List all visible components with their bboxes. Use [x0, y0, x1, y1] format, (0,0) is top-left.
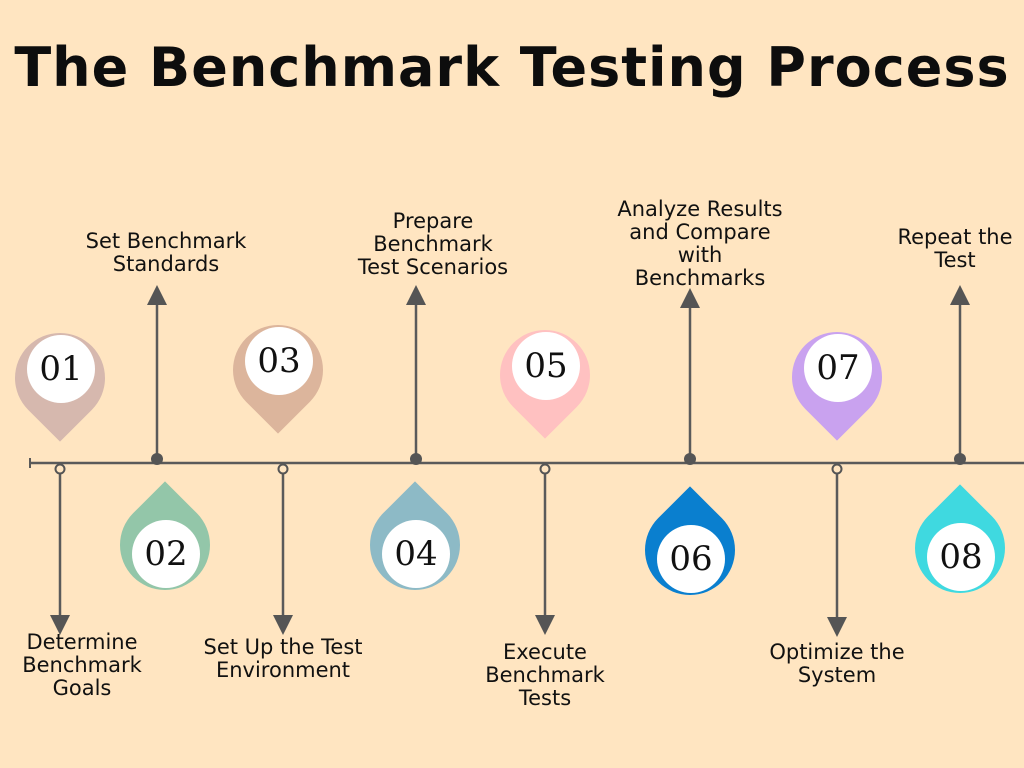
step-label: Determine Benchmark Goals — [0, 631, 202, 700]
step-number: 02 — [132, 520, 200, 588]
step-label: Prepare Benchmark Test Scenarios — [313, 210, 553, 279]
step-pin-03: 03 — [214, 306, 342, 434]
step-label: Repeat the Test — [835, 226, 1024, 272]
step-label: Optimize the System — [717, 641, 957, 687]
step-label-line: Benchmark — [485, 663, 605, 687]
step-label-line: Test Scenarios — [357, 255, 509, 279]
step-label-line: Set Up the Test — [203, 635, 363, 659]
step-label-line: Prepare — [392, 209, 474, 233]
step-number: 07 — [804, 334, 872, 402]
step-label-line: Goals — [52, 676, 112, 700]
step-pin-08: 08 — [896, 484, 1024, 612]
step-label-line: Benchmark — [373, 232, 493, 256]
step-label-line: Analyze Results — [617, 197, 783, 221]
step-label-line: Repeat the — [897, 225, 1013, 249]
step-label-line: Tests — [518, 686, 572, 710]
step-label-line: Standards — [112, 252, 220, 276]
step-label-line: with — [677, 243, 723, 267]
page-title: The Benchmark Testing Process — [14, 36, 1010, 99]
step-label-line: Benchmark — [22, 653, 142, 677]
step-number: 01 — [27, 335, 95, 403]
step-pin-01: 01 — [0, 314, 124, 442]
step-pin-04: 04 — [351, 481, 479, 609]
step-number: 08 — [927, 523, 995, 591]
solid-node-marker — [410, 453, 422, 465]
step-label: Set Up the Test Environment — [163, 636, 403, 682]
step-label: Analyze Results and Compare with Benchmarks — [580, 198, 820, 290]
step-pin-02: 02 — [101, 481, 229, 609]
solid-node-marker — [954, 453, 966, 465]
step-label-line: Execute — [503, 640, 587, 664]
step-number: 06 — [657, 525, 725, 593]
hollow-node-marker — [54, 463, 66, 475]
step-label-line: Environment — [215, 658, 351, 682]
step-label-line: Test — [934, 248, 976, 272]
hollow-node-marker — [831, 463, 843, 475]
solid-node-marker — [151, 453, 163, 465]
step-label-line: System — [797, 663, 877, 687]
step-number: 03 — [245, 327, 313, 395]
step-label-line: and Compare — [629, 220, 771, 244]
step-label-line: Optimize the — [769, 640, 905, 664]
step-pin-05: 05 — [481, 311, 609, 439]
step-label: Set Benchmark Standards — [46, 230, 286, 276]
step-number: 05 — [512, 332, 580, 400]
hollow-node-marker — [539, 463, 551, 475]
step-pin-06: 06 — [626, 486, 754, 614]
step-number: 04 — [382, 520, 450, 588]
step-pin-07: 07 — [773, 313, 901, 441]
hollow-node-marker — [277, 463, 289, 475]
step-label-line: Set Benchmark — [85, 229, 247, 253]
solid-node-marker — [684, 453, 696, 465]
step-label-line: Benchmarks — [634, 266, 766, 290]
step-label: Execute Benchmark Tests — [425, 641, 665, 710]
step-label-line: Determine — [26, 630, 138, 654]
